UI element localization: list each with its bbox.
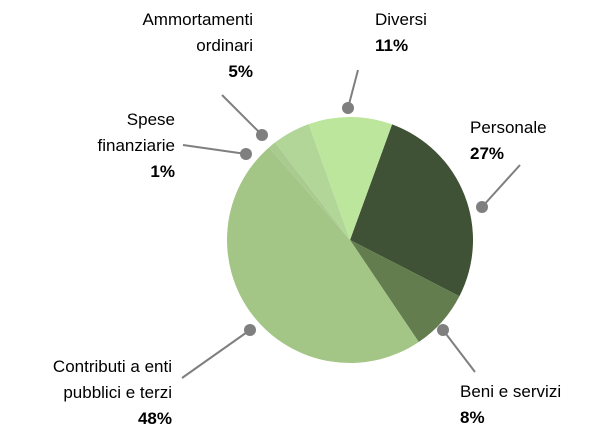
pie-slice xyxy=(268,142,350,240)
leader-dot xyxy=(240,148,252,160)
value-label: 8% xyxy=(460,408,485,427)
leader-line xyxy=(221,94,263,136)
pie-slice xyxy=(274,124,350,240)
slice-label: Personale 27% xyxy=(470,115,590,167)
leader-dot xyxy=(342,102,354,114)
category-label: Contributi a enti pubblici e terzi xyxy=(52,357,172,402)
leader-dot xyxy=(256,129,268,141)
leader-line xyxy=(182,144,247,155)
leader-dot xyxy=(476,201,488,213)
value-label: 27% xyxy=(470,144,505,163)
pie-slice xyxy=(308,117,393,240)
category-label: Personale xyxy=(470,118,547,137)
category-label: Spese finanziarie xyxy=(97,110,176,155)
category-label: Diversi xyxy=(375,10,427,29)
leader-line xyxy=(347,69,359,109)
pie-slice xyxy=(227,147,419,363)
slice-label: Ammortamenti ordinari 5% xyxy=(103,7,253,85)
value-label: 1% xyxy=(150,162,175,181)
category-label: Beni e servizi xyxy=(460,382,562,401)
value-label: 5% xyxy=(228,62,253,81)
pie-slice xyxy=(350,124,473,297)
leader-dot xyxy=(437,324,449,336)
category-label: Ammortamenti ordinari xyxy=(142,10,253,55)
leader-line xyxy=(481,164,521,208)
slice-label: Beni e servizi 8% xyxy=(460,379,590,429)
value-label: 48% xyxy=(137,409,172,428)
slice-label: Contributi a enti pubblici e terzi 48% xyxy=(12,354,172,429)
slice-label: Spese finanziarie 1% xyxy=(65,107,176,185)
leader-line xyxy=(181,329,251,379)
leader-dot xyxy=(244,324,256,336)
slice-label: Diversi 11% xyxy=(375,7,475,59)
value-label: 11% xyxy=(375,36,409,55)
leader-line xyxy=(442,329,476,373)
pie-slice xyxy=(350,240,460,342)
